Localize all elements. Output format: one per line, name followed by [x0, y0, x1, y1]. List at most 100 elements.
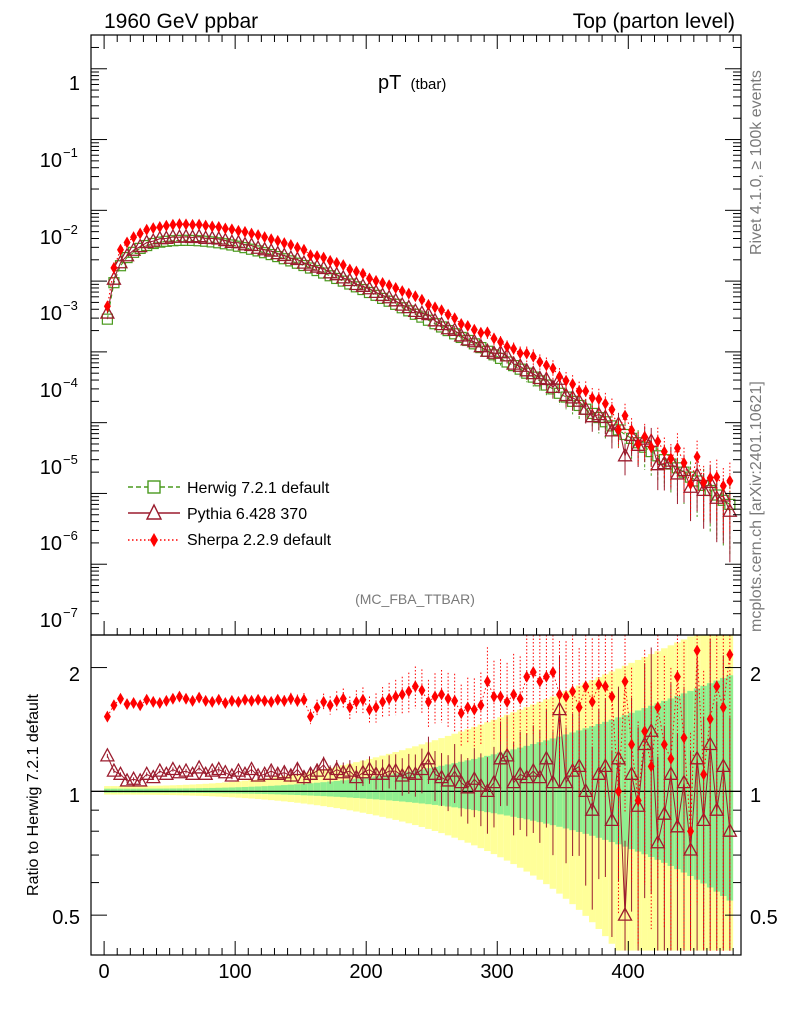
pythia-point — [558, 387, 574, 402]
sherpa-point — [411, 290, 419, 303]
pythia-ratio-point — [198, 765, 214, 780]
sherpa-ratio-point — [359, 693, 367, 706]
sherpa-point — [700, 476, 708, 489]
sherpa-point — [477, 326, 485, 339]
svg-text:−3: −3 — [63, 298, 78, 313]
sherpa-point — [575, 385, 583, 398]
x-tick-label-300: 300 — [480, 961, 513, 983]
pythia-ratio-point — [316, 756, 332, 771]
sherpa-point — [261, 231, 269, 244]
pythia-ratio-point — [473, 777, 489, 792]
sherpa-ratio-point — [385, 692, 393, 705]
band-inner-bin — [149, 788, 157, 793]
sherpa-point — [202, 219, 210, 232]
pythia-ratio-point — [342, 762, 358, 777]
svg-text:−5: −5 — [63, 452, 78, 467]
sherpa-ratio-point — [667, 752, 675, 765]
pythia-ratio-point — [217, 764, 233, 779]
legend-herwig-label: Herwig 7.2.1 default — [187, 480, 330, 497]
pythia-ratio-point — [604, 812, 620, 827]
sherpa-series-ratio — [103, 635, 734, 951]
band-inner-bin — [195, 788, 203, 793]
x-tick-labels: 0 100 200 300 400 — [98, 961, 644, 983]
svg-text:−6: −6 — [63, 528, 78, 543]
band-inner-bin — [136, 788, 144, 793]
pythia-ratio-point — [112, 765, 129, 780]
pythia-point — [99, 304, 115, 319]
sherpa-point — [110, 261, 118, 274]
band-inner-bin — [182, 788, 190, 793]
pythia-ratio-point — [479, 782, 496, 798]
pythia-point — [191, 228, 207, 243]
sherpa-point — [542, 359, 550, 372]
pythia-ratio-point — [296, 769, 312, 784]
sherpa-point — [536, 355, 544, 368]
analysis-watermark: (MC_FBA_TTBAR) — [355, 591, 475, 607]
pythia-point — [132, 238, 148, 253]
band-inner-bin — [307, 783, 314, 796]
pythia-ratio-point — [709, 801, 725, 816]
pythia-ratio-point — [289, 761, 305, 776]
sherpa-point — [529, 350, 537, 363]
sherpa-ratio-point — [293, 694, 301, 707]
pythia-ratio-point — [453, 774, 469, 789]
sherpa-ratio-point — [503, 695, 511, 708]
main-y-tick-labels: 1 10 −1 10 −2 10 −3 10 −4 10 −5 10 −6 10 −7 — [40, 73, 80, 632]
sherpa-point — [562, 374, 570, 387]
pythia-ratio-point — [224, 767, 240, 782]
x-tick-label-0: 0 — [98, 961, 109, 983]
header-left: 1960 GeV ppbar — [104, 10, 258, 33]
band-inner-bin — [425, 768, 432, 805]
sherpa-ratio-point — [320, 695, 328, 708]
pythia-ratio-point — [394, 767, 410, 782]
sherpa-ratio-point — [595, 678, 603, 691]
pythia-ratio-point — [630, 797, 646, 812]
sherpa-point — [116, 243, 124, 256]
sherpa-point — [451, 312, 459, 325]
pythia-ratio-point — [211, 761, 227, 776]
pythia-ratio-point — [178, 762, 194, 777]
legend-pythia: Pythia 6.428 370 — [128, 503, 307, 523]
sherpa-ratio-point — [647, 760, 655, 773]
pythia-point — [571, 392, 587, 407]
band-inner-bin — [123, 788, 131, 793]
sherpa-point — [569, 378, 577, 391]
sherpa-ratio-point — [680, 731, 688, 744]
legend-sherpa-marker — [150, 533, 158, 547]
legend-pythia-marker — [145, 503, 163, 520]
sherpa-ratio-point — [660, 738, 668, 751]
band-inner-bin — [169, 788, 177, 793]
pythia-ratio-point — [617, 906, 633, 921]
pythia-ratio-point — [460, 779, 476, 794]
pythia-point — [368, 284, 384, 299]
x-tick-label-400: 400 — [611, 961, 644, 983]
pythia-ratio-point — [322, 765, 338, 780]
sherpa-point — [647, 441, 655, 454]
sherpa-ratio-point — [307, 710, 315, 723]
sherpa-ratio-point — [365, 703, 373, 716]
sherpa-point — [136, 227, 144, 240]
ratio-tick-right-1: 1 — [750, 785, 761, 807]
sherpa-ratio-point — [451, 694, 459, 707]
sherpa-point — [601, 397, 609, 410]
sherpa-series-main — [103, 218, 734, 534]
band-inner-bin — [274, 785, 282, 795]
pythia-ratio-point — [682, 841, 699, 856]
svg-text:10: 10 — [40, 227, 62, 249]
band-inner-bin — [346, 779, 354, 798]
sherpa-ratio-point — [208, 695, 216, 708]
x-tick-label-100: 100 — [218, 961, 251, 983]
sherpa-point — [418, 293, 426, 306]
sherpa-ratio-point — [326, 699, 334, 712]
sherpa-ratio-point — [333, 694, 341, 707]
pythia-point — [394, 296, 410, 311]
pythia-point — [433, 316, 450, 331]
header-right: Top (parton level) — [573, 10, 735, 33]
sherpa-ratio-point — [614, 785, 622, 798]
sherpa-point — [490, 332, 498, 345]
pythia-ratio-point — [106, 762, 122, 777]
sherpa-ratio-point — [398, 688, 406, 701]
pythia-point — [440, 320, 456, 335]
band-inner-bin — [228, 787, 236, 794]
